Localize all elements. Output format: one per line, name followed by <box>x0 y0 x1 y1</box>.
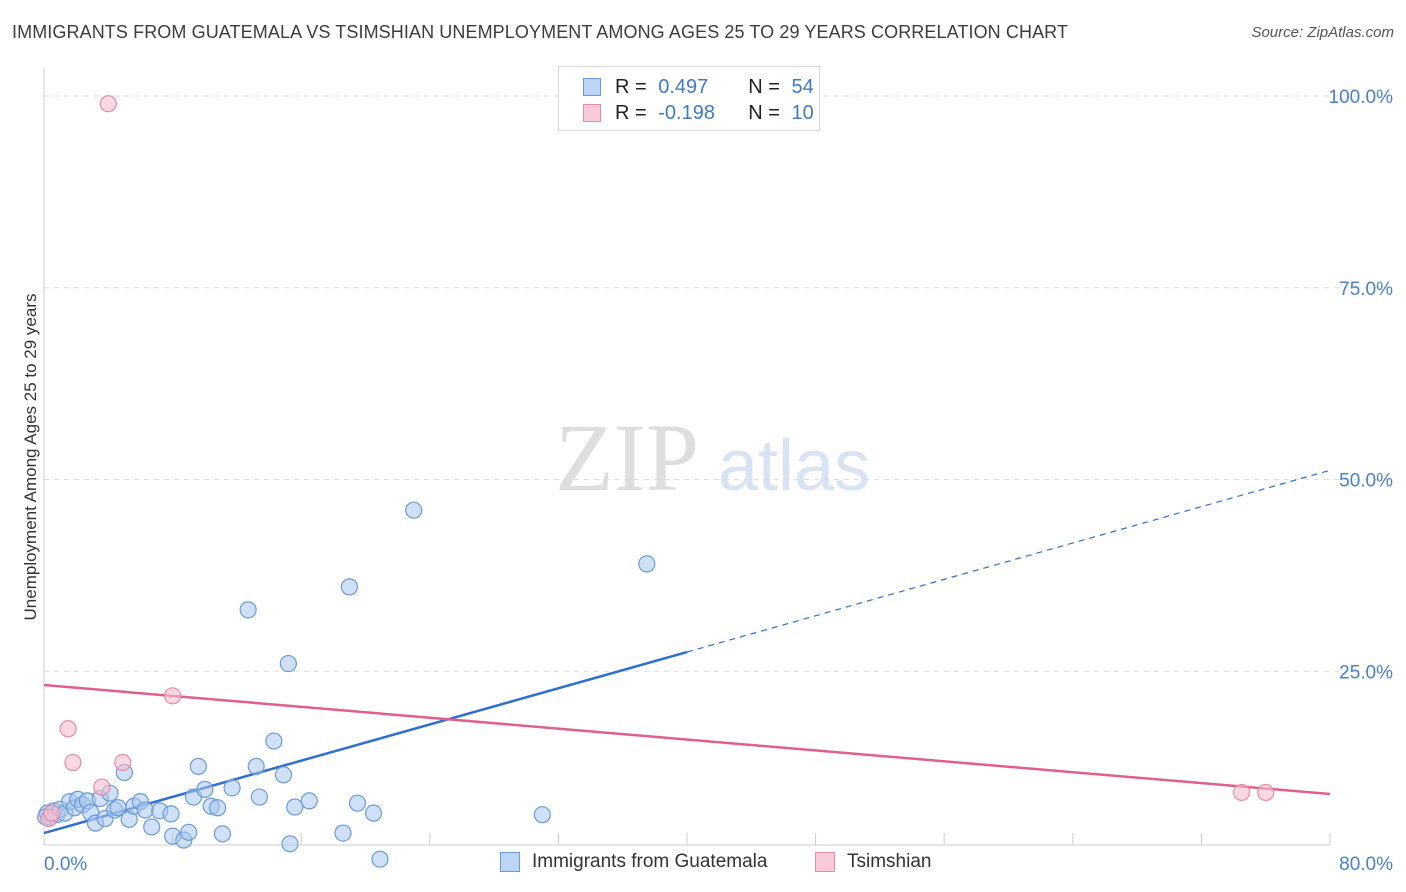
guatemala-point <box>405 501 423 519</box>
legend-n-value: 10 <box>791 101 814 124</box>
legend-n-label: N = <box>748 75 780 98</box>
guatemala-point <box>533 806 551 824</box>
legend-swatch-pink <box>815 852 835 872</box>
guatemala-point <box>196 780 214 798</box>
tsimshian-point <box>43 804 61 822</box>
legend-label-guatemala: Immigrants from Guatemala <box>532 851 768 872</box>
chart-title: IMMIGRANTS FROM GUATEMALA VS TSIMSHIAN U… <box>12 22 1069 42</box>
y-tick-label: 25.0% <box>1339 662 1393 683</box>
x-tick-label-min: 0.0% <box>44 854 87 875</box>
watermark-zip: ZIP <box>555 404 699 511</box>
y-tick-label: 100.0% <box>1329 87 1394 108</box>
guatemala-point <box>334 824 352 842</box>
legend-r-label: R = <box>615 75 647 98</box>
guatemala-point <box>274 766 293 784</box>
guatemala-point <box>281 835 299 853</box>
guatemala-point <box>279 654 297 673</box>
trend-lines <box>43 469 1331 835</box>
tsimshian-point <box>114 753 132 772</box>
guatemala-point <box>239 601 257 619</box>
guatemala-point <box>180 823 198 841</box>
y-tick-labels: 25.0% 50.0% 75.0% 100.0% <box>1329 87 1394 683</box>
source-label: Source: ZipAtlas.com <box>1251 24 1394 41</box>
guatemala-point <box>250 788 269 806</box>
guatemala-point <box>136 801 154 819</box>
guatemala-point <box>209 799 227 817</box>
guatemala-point <box>189 757 207 775</box>
legend-swatch-blue <box>500 852 520 872</box>
series-legend: Immigrants from Guatemala Tsimshian <box>0 851 1406 879</box>
guatemala-trend-line <box>43 650 688 835</box>
guatemala-point <box>638 555 656 573</box>
guatemala-point <box>143 818 161 836</box>
data-points <box>37 95 1275 868</box>
tsimshian-point <box>99 95 117 113</box>
tsimshian-trend-line <box>43 683 1331 796</box>
legend-row-guatemala: R = 0.497 N = 54 <box>583 74 814 100</box>
x-tick-label-max: 80.0% <box>1339 854 1393 875</box>
tsimshian-point <box>1232 783 1251 802</box>
tsimshian-point <box>1257 783 1275 802</box>
y-tick-label: 50.0% <box>1339 471 1393 492</box>
y-axis-label: Unemployment Among Ages 25 to 29 years <box>21 294 40 621</box>
legend-r-label: R = <box>615 101 647 124</box>
guatemala-point <box>364 804 383 822</box>
guatemala-point <box>348 794 367 812</box>
x-axis-ticks <box>43 833 1331 845</box>
correlation-legend: R = 0.497 N = 54 R = -0.198 N = 10 <box>558 66 820 131</box>
guatemala-point <box>265 732 283 750</box>
guatemala-point <box>247 757 265 775</box>
legend-item-tsimshian: Tsimshian <box>815 851 931 873</box>
guatemala-point <box>371 850 389 868</box>
legend-n-label: N = <box>748 101 780 124</box>
y-tick-label: 75.0% <box>1339 279 1393 300</box>
legend-item-guatemala: Immigrants from Guatemala <box>500 851 767 873</box>
gridlines <box>44 95 1392 672</box>
legend-row-tsimshian: R = -0.198 N = 10 <box>583 100 814 126</box>
legend-r-value: 0.497 <box>658 75 709 98</box>
legend-n-value: 54 <box>791 75 814 98</box>
legend-label-tsimshian: Tsimshian <box>847 851 932 872</box>
guatemala-trend-extension <box>686 469 1331 653</box>
guatemala-point <box>223 779 241 797</box>
legend-swatch-pink <box>583 104 601 122</box>
tsimshian-point <box>93 778 111 796</box>
tsimshian-point <box>164 687 182 705</box>
legend-r-value: -0.198 <box>658 101 715 124</box>
guatemala-point <box>162 805 180 823</box>
tsimshian-point <box>59 720 77 738</box>
guatemala-point <box>213 825 232 843</box>
guatemala-point <box>340 578 359 596</box>
watermark-atlas: atlas <box>718 426 870 506</box>
tsimshian-point <box>64 753 82 772</box>
legend-swatch-blue <box>583 78 601 96</box>
guatemala-point <box>286 798 304 816</box>
guatemala-point <box>300 792 318 810</box>
